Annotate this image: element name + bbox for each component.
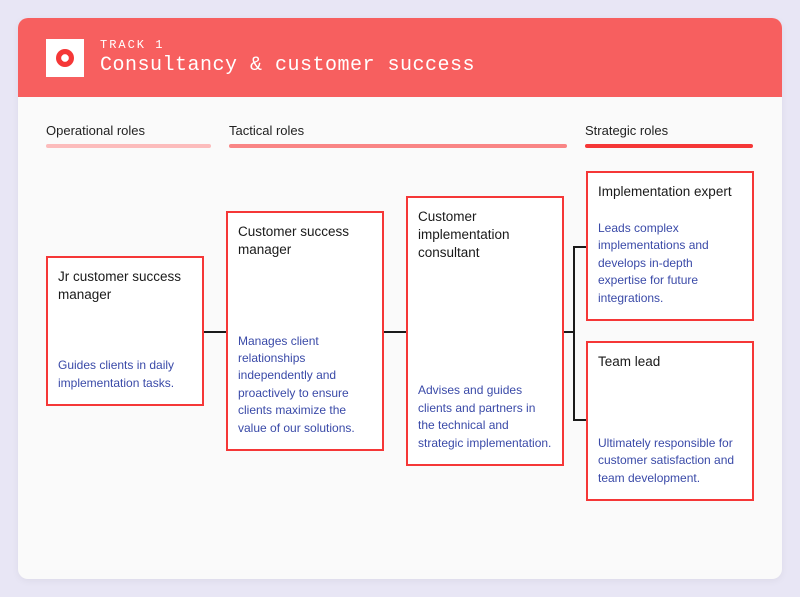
header-text: TRACK 1 Consultancy & customer success — [100, 38, 475, 77]
role-desc: Leads complex implementations and develo… — [598, 210, 742, 307]
role-title: Jr customer success manager — [58, 268, 192, 304]
connector — [573, 246, 575, 421]
section-underline — [585, 144, 753, 148]
logo-icon — [46, 39, 84, 77]
role-title: Implementation expert — [598, 183, 742, 201]
connector — [573, 246, 586, 248]
body: Operational roles Tactical roles Strategic… — [18, 97, 782, 579]
role-box-cic: Customer implementation consultant Advise… — [406, 196, 564, 466]
diagram: Jr customer success manager Guides client… — [46, 156, 754, 526]
role-box-impl-expert: Implementation expert Leads complex imple… — [586, 171, 754, 321]
section-label: Tactical roles — [229, 123, 567, 138]
role-box-jr-csm: Jr customer success manager Guides client… — [46, 256, 204, 406]
header: TRACK 1 Consultancy & customer success — [18, 18, 782, 97]
role-desc: Guides clients in daily implementation t… — [58, 347, 192, 392]
role-title: Customer success manager — [238, 223, 372, 259]
track-title: Consultancy & customer success — [100, 54, 475, 77]
role-desc: Advises and guides clients and partners … — [418, 372, 552, 452]
section-head: Strategic roles — [585, 123, 753, 148]
card: TRACK 1 Consultancy & customer success O… — [18, 18, 782, 579]
role-title: Team lead — [598, 353, 742, 371]
section-underline — [46, 144, 211, 148]
role-box-csm: Customer success manager Manages client r… — [226, 211, 384, 451]
section-row: Operational roles Tactical roles Strategic… — [46, 123, 754, 148]
section-head: Operational roles — [46, 123, 211, 148]
section-head: Tactical roles — [229, 123, 567, 148]
role-desc: Manages client relationships independent… — [238, 323, 372, 437]
connector — [204, 331, 226, 333]
role-box-team-lead: Team lead Ultimately responsible for cust… — [586, 341, 754, 501]
section-label: Strategic roles — [585, 123, 753, 138]
connector — [573, 419, 586, 421]
role-desc: Ultimately responsible for customer sati… — [598, 425, 742, 487]
section-underline — [229, 144, 567, 148]
role-title: Customer implementation consultant — [418, 208, 552, 263]
track-label: TRACK 1 — [100, 38, 475, 52]
section-label: Operational roles — [46, 123, 211, 138]
connector — [384, 331, 406, 333]
